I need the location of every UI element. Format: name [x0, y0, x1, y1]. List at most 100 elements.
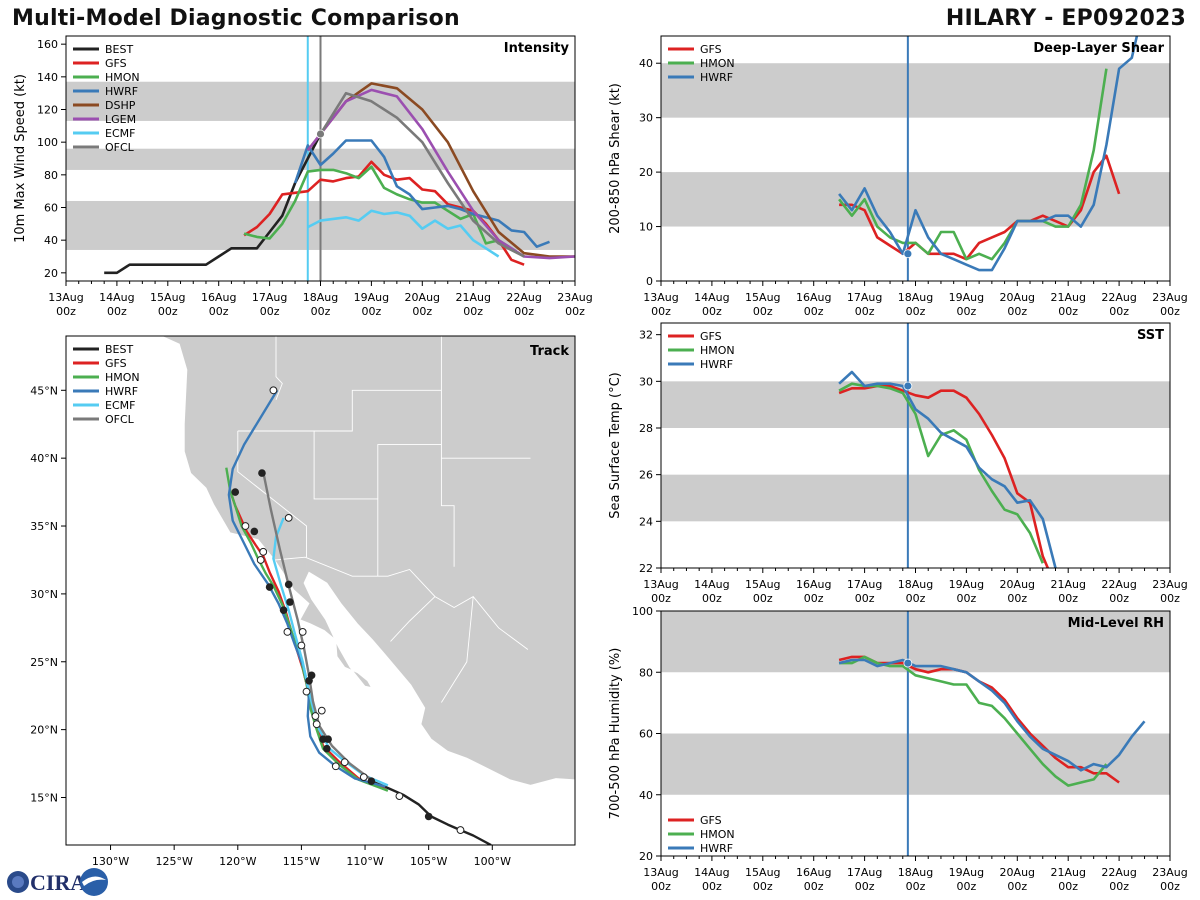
track-frame [65, 335, 576, 846]
x-tick-label-day: 19Aug [949, 866, 984, 879]
forecast-point [359, 773, 368, 782]
forecast-point [311, 712, 320, 720]
intensity-init-marker-0 [316, 129, 325, 139]
storm-title: HILARY - EP092023 [945, 6, 1186, 31]
shear-panel-label: Deep-Layer Shear [1033, 41, 1164, 56]
x-tick-label-day: 17Aug [847, 866, 882, 879]
state-border-1 [237, 389, 442, 432]
x-tick-label-hour: 00z [1160, 880, 1180, 893]
shear-series-hwrf [838, 36, 1139, 272]
x-tick-label-hour: 00z [702, 592, 722, 605]
x-tick-label-hour: 00z [107, 305, 127, 318]
x-tick-label-day: 20Aug [1000, 578, 1035, 591]
x-tick-label-hour: 00z [855, 880, 875, 893]
panel-intensity: 13Aug00z14Aug00z15Aug00z16Aug00z17Aug00z… [13, 35, 593, 318]
legend-label-hmon: HMON [700, 57, 735, 70]
legend-label-hwrf: HWRF [105, 385, 138, 398]
best-track-point [265, 583, 274, 591]
x-tick-label-day: 17Aug [847, 291, 882, 304]
x-tick-label-day: 23Aug [1152, 578, 1187, 591]
legend-label-hmon: HMON [700, 344, 735, 357]
lon-tick-label: 115°W [283, 855, 320, 868]
x-tick-label-hour: 00z [1058, 592, 1078, 605]
x-tick-label-day: 22Aug [1101, 291, 1136, 304]
cira-logo: CIRA [7, 868, 108, 896]
lat-tick-label: 45°N [30, 384, 58, 397]
forecast-point [456, 826, 465, 834]
legend-label-hwrf: HWRF [700, 358, 733, 371]
lon-tick-label: 100°W [474, 855, 511, 868]
x-tick-label-day: 17Aug [847, 578, 882, 591]
x-tick-label-hour: 00z [1160, 592, 1180, 605]
x-tick-label-hour: 00z [906, 305, 926, 318]
x-tick-label-day: 15Aug [745, 291, 780, 304]
rh-panel-label: Mid-Level RH [1068, 616, 1164, 631]
x-tick-label-day: 14Aug [694, 578, 729, 591]
y-tick-label: 40 [44, 234, 58, 247]
shear-init-marker-0 [903, 249, 913, 259]
panel-shear: 13Aug00z14Aug00z15Aug00z16Aug00z17Aug00z… [608, 35, 1188, 318]
x-tick-label-hour: 00z [753, 880, 773, 893]
y-tick-label: 100 [37, 136, 58, 149]
forecast-point [395, 792, 404, 801]
x-tick-label-day: 13Aug [643, 866, 678, 879]
legend-label-gfs: GFS [700, 43, 722, 56]
x-tick-label-day: 20Aug [405, 291, 440, 304]
legend-label-hmon: HMON [105, 371, 140, 384]
y-tick-label: 140 [37, 71, 58, 84]
lon-tick-label: 105°W [410, 855, 447, 868]
best-track-point [424, 812, 433, 821]
x-tick-label-day: 22Aug [506, 291, 541, 304]
sst-band-0 [661, 474, 1170, 522]
intensity-series-hwrf [293, 139, 550, 248]
best-track-point [231, 488, 240, 496]
x-tick-label-hour: 00z [1007, 305, 1027, 318]
x-tick-label-hour: 00z [957, 880, 977, 893]
x-tick-label-day: 22Aug [1101, 866, 1136, 879]
x-tick-label-day: 23Aug [1152, 866, 1187, 879]
x-tick-label-day: 18Aug [898, 578, 933, 591]
x-tick-label-day: 19Aug [354, 291, 389, 304]
forecast-point [302, 687, 311, 696]
x-tick-label-hour: 00z [1160, 305, 1180, 318]
x-tick-label-hour: 00z [362, 305, 382, 318]
track-series-ofcl [262, 471, 373, 781]
x-tick-label-hour: 00z [209, 305, 229, 318]
y-tick-label: 160 [37, 38, 58, 51]
x-tick-label-hour: 00z [804, 592, 824, 605]
x-tick-label-hour: 00z [56, 305, 76, 318]
x-tick-label-day: 16Aug [796, 866, 831, 879]
x-tick-label-day: 18Aug [898, 291, 933, 304]
x-tick-label-day: 16Aug [796, 291, 831, 304]
forecast-point [241, 522, 250, 530]
y-tick-label: 24 [639, 515, 653, 528]
y-tick-label: 30 [639, 112, 653, 125]
x-tick-label-day: 21Aug [1050, 578, 1085, 591]
y-tick-label: 20 [44, 267, 58, 280]
legend-label-ecmf: ECMF [105, 127, 135, 140]
y-tick-label: 60 [639, 728, 653, 741]
legend-label-gfs: GFS [105, 57, 127, 70]
x-tick-label-day: 15Aug [745, 578, 780, 591]
x-tick-label-day: 19Aug [949, 291, 984, 304]
best-track-point [258, 469, 266, 477]
x-tick-label-hour: 00z [311, 305, 331, 318]
forecast-point [259, 547, 268, 556]
best-track-point [279, 606, 288, 614]
intensity-series-ecmf [307, 209, 500, 258]
y-tick-label: 30 [639, 375, 653, 388]
forecast-point [256, 556, 265, 564]
y-tick-label: 100 [632, 605, 653, 618]
forecast-point [283, 627, 292, 636]
x-tick-label-day: 21Aug [1050, 291, 1085, 304]
track-series-best [370, 780, 492, 845]
intensity-series-best [104, 133, 322, 275]
state-border-8 [441, 596, 474, 703]
legend-label-ecmf: ECMF [105, 399, 135, 412]
legend-label-hwrf: HWRF [105, 85, 138, 98]
y-tick-label: 80 [639, 666, 653, 679]
